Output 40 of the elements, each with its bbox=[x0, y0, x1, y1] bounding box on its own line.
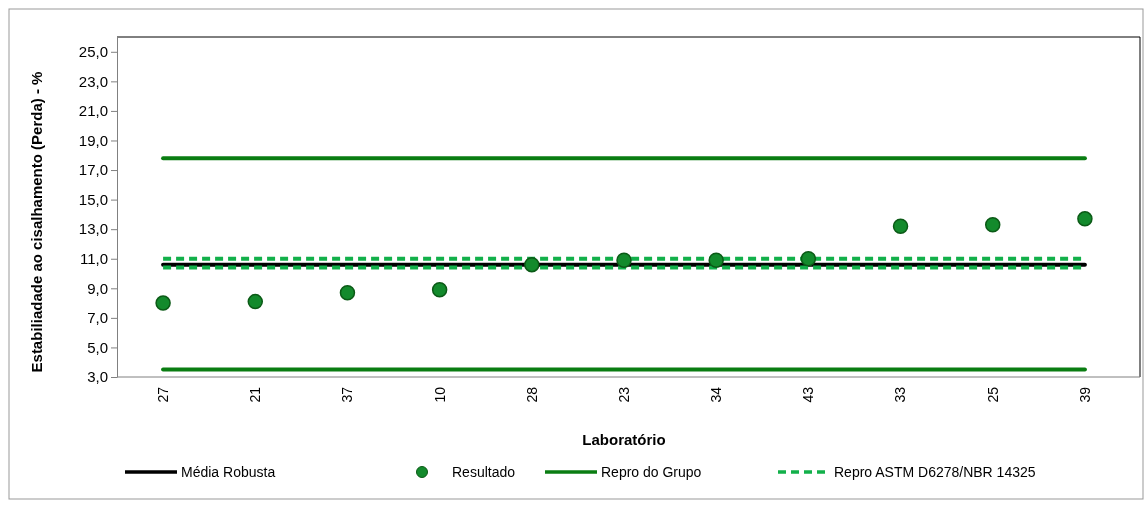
x-tick-label: 10 bbox=[431, 386, 448, 403]
point bbox=[708, 252, 724, 268]
legend-label: Repro do Grupo bbox=[601, 464, 702, 480]
y-tick-label: 5,0 bbox=[87, 338, 108, 356]
x-tick-label: 28 bbox=[523, 386, 540, 403]
y-tick-label: 19,0 bbox=[78, 131, 108, 149]
x-tick-label: 34 bbox=[708, 386, 725, 403]
y-tick-label: 17,0 bbox=[78, 161, 108, 179]
y-tick-label: 25,0 bbox=[78, 43, 108, 61]
point bbox=[431, 282, 448, 298]
y-tick-label: 21,0 bbox=[78, 102, 108, 120]
x-tick-label: 27 bbox=[154, 386, 171, 403]
y-tick-label: 9,0 bbox=[87, 279, 108, 297]
x-tick-label: 39 bbox=[1076, 386, 1093, 403]
y-tick-label: 7,0 bbox=[87, 309, 108, 327]
y-axis-title: Estabiliadade ao cisalhamento (Perda) - % bbox=[28, 71, 45, 373]
y-tick-label: 15,0 bbox=[78, 190, 108, 208]
point bbox=[616, 252, 632, 268]
x-axis-title: Laboratório bbox=[582, 431, 666, 448]
point bbox=[984, 217, 1001, 233]
y-tick-label: 13,0 bbox=[78, 220, 108, 238]
point bbox=[524, 256, 540, 273]
y-tick-label: 3,0 bbox=[87, 368, 108, 386]
y-tick-label: 23,0 bbox=[78, 72, 108, 90]
x-tick-label: 33 bbox=[892, 386, 909, 403]
x-tick-label: 21 bbox=[247, 386, 264, 403]
x-tick-label: 43 bbox=[800, 386, 817, 403]
point bbox=[1077, 211, 1093, 227]
point bbox=[155, 295, 171, 311]
point bbox=[339, 285, 356, 301]
legend-label: Resultado bbox=[452, 464, 516, 480]
x-tick-label: 37 bbox=[339, 386, 356, 403]
y-tick-label: 11,0 bbox=[79, 250, 108, 268]
legend-label: Repro ASTM D6278/NBR 14325 bbox=[834, 464, 1036, 480]
point bbox=[247, 293, 264, 310]
point bbox=[892, 218, 909, 234]
point bbox=[800, 251, 817, 267]
x-tick-label: 25 bbox=[984, 386, 1001, 403]
x-tick-label: 23 bbox=[615, 386, 632, 403]
legend-label: Média Robusta bbox=[181, 464, 276, 480]
